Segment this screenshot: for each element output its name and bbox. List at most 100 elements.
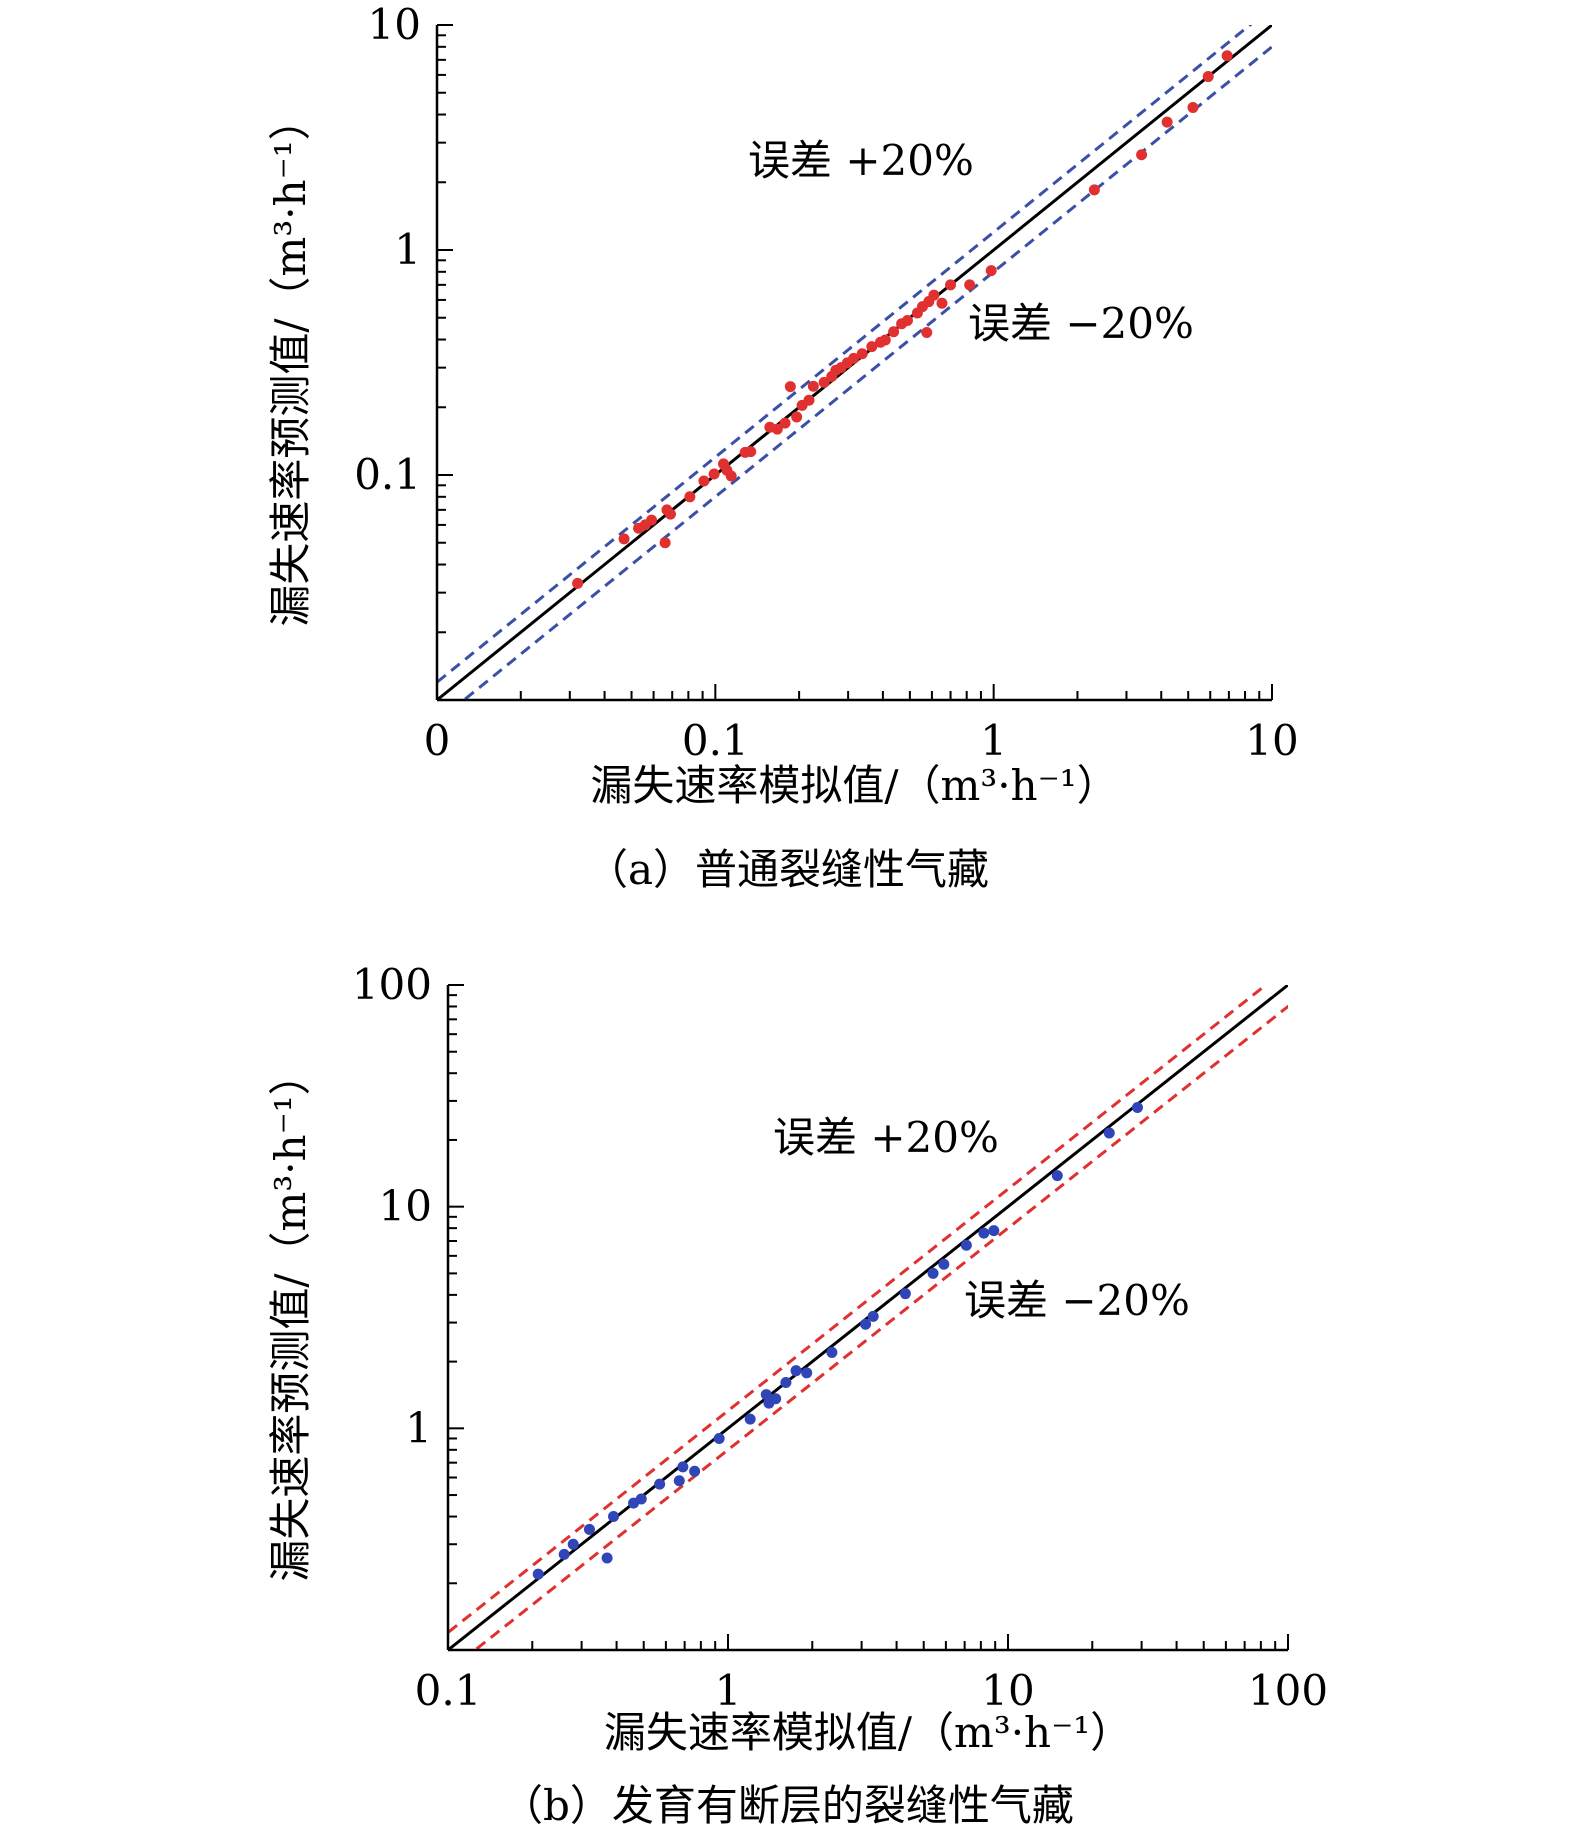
x-tick-label: 0.1 <box>682 716 749 765</box>
x-tick-label: 10 <box>1245 716 1298 765</box>
data-point <box>601 1552 613 1564</box>
data-point <box>866 341 878 353</box>
data-point <box>770 1393 782 1405</box>
chart-caption: （b）发育有断层的裂缝性气藏 <box>501 1781 1074 1830</box>
x-axis-label: 漏失速率模拟值/（m³·h⁻¹） <box>590 761 1118 810</box>
chart-caption: （a）普通裂缝性气藏 <box>585 845 990 894</box>
data-point <box>532 1568 544 1580</box>
chart-panel-a: 0 0.1 1 10 0.1 1 10 漏失速率模拟值/（m³·h⁻¹） 漏失速率预测值/（m³… <box>0 0 1575 900</box>
data-point <box>780 1376 792 1388</box>
identity-line <box>448 985 1288 1650</box>
error-band-minus20 <box>472 1004 1288 1650</box>
y-tick-label: 1 <box>405 1403 432 1452</box>
data-point <box>745 446 757 458</box>
x-tick-label: 1 <box>980 716 1007 765</box>
data-point <box>689 1465 701 1477</box>
data-point <box>1103 1127 1115 1139</box>
y-axis-label: 漏失速率预测值/（m³·h⁻¹） <box>266 98 315 626</box>
annotation-plus20: 误差 +20% <box>748 136 974 185</box>
data-point <box>654 1478 666 1490</box>
data-point <box>888 326 900 338</box>
annotation-plus20: 误差 +20% <box>773 1113 999 1162</box>
data-point <box>1131 1102 1143 1114</box>
data-point <box>760 1389 772 1401</box>
data-point <box>646 514 658 526</box>
error-band-minus20 <box>461 44 1272 700</box>
data-point <box>677 1461 689 1473</box>
data-point <box>1221 50 1233 62</box>
chart-a: 0 0.1 1 10 0.1 1 10 漏失速率模拟值/（m³·h⁻¹） 漏失速率预测值/（m³… <box>266 0 1299 810</box>
data-point <box>879 334 891 346</box>
data-point <box>856 348 868 360</box>
data-point <box>801 1367 813 1379</box>
data-point <box>928 289 940 301</box>
data-point <box>938 1258 950 1270</box>
y-tick-label: 10 <box>368 0 421 49</box>
data-point <box>899 1288 911 1300</box>
plot-area <box>448 985 1288 1650</box>
data-point <box>945 279 957 291</box>
data-point <box>803 394 815 406</box>
data-point <box>618 533 630 545</box>
y-tick-label: 10 <box>379 1182 432 1231</box>
data-point <box>960 1239 972 1251</box>
data-point <box>713 1432 725 1444</box>
y-tick-label: 1 <box>394 225 421 274</box>
data-point <box>826 1346 838 1358</box>
data-point <box>784 381 796 393</box>
data-point <box>607 1511 619 1523</box>
y-axis-label: 漏失速率预测值/（m³·h⁻¹） <box>266 1053 315 1581</box>
error-band-plus20 <box>448 985 1269 1635</box>
data-point <box>558 1548 570 1560</box>
plot-area <box>437 25 1272 700</box>
data-point <box>744 1413 756 1425</box>
data-point <box>1161 116 1173 128</box>
x-tick-label: 1 <box>715 1666 742 1715</box>
data-point <box>567 1538 579 1550</box>
x-tick-label: 0.1 <box>415 1666 482 1715</box>
data-point <box>988 1225 1000 1237</box>
data-point <box>684 491 696 503</box>
y-tick-label: 100 <box>352 960 432 1009</box>
x-tick-label: 100 <box>1248 1666 1328 1715</box>
chart-b: 0.1 1 10 100 1 10 100 漏失速率模拟值/（m³·h⁻¹） 漏失速率预测值/（… <box>266 960 1328 1757</box>
data-point <box>708 468 720 480</box>
identity-line <box>437 25 1272 700</box>
data-point <box>583 1523 595 1535</box>
data-point <box>978 1227 990 1239</box>
data-point <box>1136 149 1148 161</box>
data-point <box>927 1267 939 1279</box>
data-point <box>1088 184 1100 196</box>
data-point <box>1202 71 1214 83</box>
data-point <box>673 1475 685 1487</box>
data-point <box>659 537 671 549</box>
data-point <box>848 352 860 364</box>
data-point <box>790 1365 802 1377</box>
data-point <box>921 326 933 338</box>
data-point <box>867 1310 879 1322</box>
data-point <box>698 475 710 487</box>
data-point <box>964 279 976 291</box>
annotation-minus20: 误差 −20% <box>964 1276 1190 1325</box>
data-point <box>779 417 791 429</box>
data-point <box>807 380 819 392</box>
data-point <box>818 376 830 388</box>
data-point <box>725 470 737 482</box>
data-point <box>901 315 913 327</box>
data-point <box>635 1493 647 1505</box>
x-axis-label: 漏失速率模拟值/（m³·h⁻¹） <box>604 1708 1132 1757</box>
annotation-minus20: 误差 −20% <box>968 299 1194 348</box>
data-point <box>1051 1170 1063 1182</box>
data-point <box>985 265 997 277</box>
data-point <box>860 1318 872 1330</box>
data-point <box>791 411 803 423</box>
error-band-plus20 <box>437 25 1253 685</box>
data-point <box>664 508 676 520</box>
data-point <box>1187 101 1199 113</box>
y-tick-label: 0.1 <box>354 450 421 499</box>
data-point <box>936 297 948 309</box>
data-point <box>572 577 584 589</box>
x-tick-label: 0 <box>424 716 451 765</box>
chart-panel-b: 0.1 1 10 100 1 10 100 漏失速率模拟值/（m³·h⁻¹） 漏失速率预测值/（… <box>0 940 1575 1837</box>
data-point <box>771 423 783 435</box>
